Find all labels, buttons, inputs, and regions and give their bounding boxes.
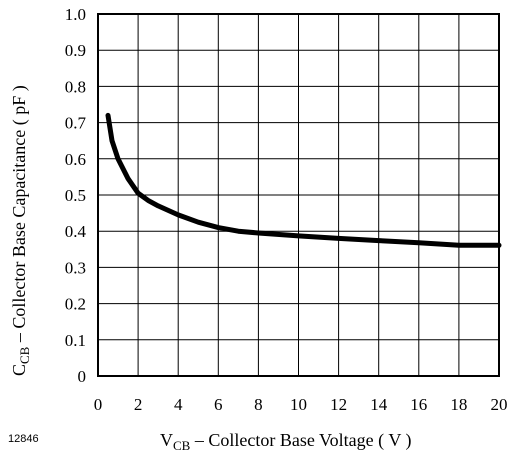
figure-id: 12846 xyxy=(8,433,39,445)
y-tick-label-1: 0.1 xyxy=(65,331,86,350)
x-tick-label-10: 20 xyxy=(491,395,508,414)
x-axis-symbol: V xyxy=(160,430,173,450)
x-axis-subscript: CB xyxy=(173,438,191,453)
x-axis-description: – Collector Base Voltage ( V ) xyxy=(190,430,411,451)
y-tick-label-9: 0.9 xyxy=(65,41,86,60)
x-tick-label-3: 6 xyxy=(214,395,223,414)
y-tick-label-3: 0.3 xyxy=(65,258,86,277)
y-tick-label-7: 0.7 xyxy=(65,114,87,133)
y-axis-description: – Collector Base Capacitance ( pF ) xyxy=(9,85,30,346)
y-axis-symbol: C xyxy=(9,364,29,376)
series-layer xyxy=(105,112,502,248)
x-axis-title: VCB – Collector Base Voltage ( V ) xyxy=(160,430,412,453)
y-tick-label-6: 0.6 xyxy=(65,150,86,169)
x-tick-label-6: 12 xyxy=(330,395,347,414)
x-tick-label-4: 8 xyxy=(254,395,263,414)
x-tick-label-2: 4 xyxy=(174,395,183,414)
y-tick-label-5: 0.5 xyxy=(65,186,86,205)
x-tick-label-8: 16 xyxy=(410,395,427,414)
y-tick-label-0: 0 xyxy=(78,367,87,386)
y-axis-title: CCB – Collector Base Capacitance ( pF ) xyxy=(9,85,32,376)
grid-lines xyxy=(97,13,500,377)
y-tick-label-4: 0.4 xyxy=(65,222,87,241)
x-tick-label-7: 14 xyxy=(370,395,388,414)
x-tick-label-1: 2 xyxy=(134,395,143,414)
plot-frame xyxy=(97,13,500,377)
series-line-0 xyxy=(105,112,502,248)
x-tick-label-0: 0 xyxy=(94,395,103,414)
y-tick-labels: 0 0.1 0.2 0.3 0.4 0.5 0.6 0.7 0.8 0.9 1.0 xyxy=(65,5,87,386)
x-tick-label-5: 10 xyxy=(290,395,307,414)
y-tick-label-2: 0.2 xyxy=(65,295,86,314)
y-axis-subscript: CB xyxy=(17,346,32,364)
y-tick-label-8: 0.8 xyxy=(65,77,86,96)
x-tick-label-9: 18 xyxy=(450,395,467,414)
y-tick-label-10: 1.0 xyxy=(65,5,86,24)
x-tick-labels: 0 2 4 6 8 10 12 14 16 18 20 xyxy=(94,395,508,414)
